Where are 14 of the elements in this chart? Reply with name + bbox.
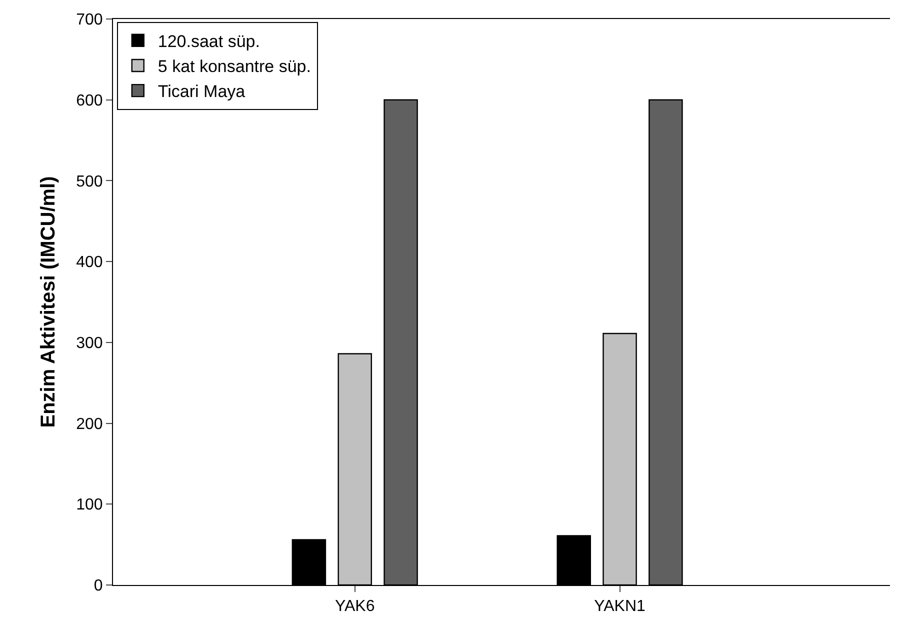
y-tick-label: 100	[76, 496, 103, 514]
y-tick-label: 400	[76, 254, 103, 272]
legend-label: 120.saat süp.	[158, 32, 260, 52]
y-tick-label: 600	[76, 92, 103, 110]
x-tick-label: YAKN1	[594, 598, 646, 616]
y-tick-label: 0	[94, 578, 103, 595]
legend-label: Ticari Maya	[158, 82, 246, 102]
y-tick-label: 200	[76, 416, 103, 433]
y-tick-label: 700	[76, 12, 103, 29]
y-tick-label: 300	[76, 335, 103, 352]
y-axis-title: Enzim Aktivitesi (IMCU/ml)	[38, 176, 60, 428]
y-tick-label: 500	[76, 173, 103, 190]
legend-label: 5 kat konsantre süp.	[158, 57, 311, 76]
x-tick-label: YAK6	[335, 598, 375, 616]
